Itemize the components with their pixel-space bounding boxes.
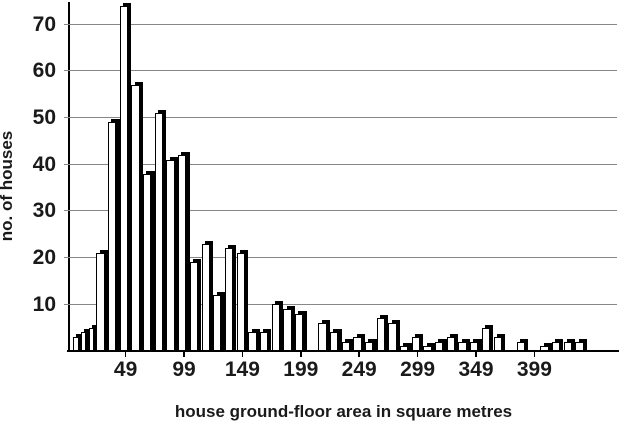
histogram-bar xyxy=(458,341,467,351)
x-tick-label: 349 xyxy=(458,358,494,381)
gridline xyxy=(63,210,617,212)
histogram-bar xyxy=(493,336,502,351)
bar-shadow xyxy=(76,333,82,351)
histogram-bar xyxy=(271,304,280,351)
histogram-bar xyxy=(481,327,491,351)
histogram-bar xyxy=(80,332,87,351)
x-tick-label: 199 xyxy=(283,358,319,381)
gridline xyxy=(63,303,617,305)
x-tick-mark xyxy=(475,352,477,357)
gridline xyxy=(63,117,617,119)
bar-shadow xyxy=(91,324,98,351)
histogram-bar xyxy=(88,327,95,351)
gridline xyxy=(63,163,617,165)
histogram-bar xyxy=(516,341,526,351)
histogram-bar xyxy=(388,322,397,351)
histogram-bar xyxy=(540,346,549,351)
gridline xyxy=(63,23,617,25)
histogram-bar xyxy=(154,112,164,351)
histogram-bar xyxy=(259,332,269,351)
x-tick-label: 299 xyxy=(400,358,436,381)
histogram-bar xyxy=(400,346,409,351)
y-tick-label: 20 xyxy=(32,246,56,270)
x-tick-label: 49 xyxy=(113,358,138,381)
histogram-bar xyxy=(330,332,339,351)
x-axis-line xyxy=(67,350,619,352)
histogram-bar xyxy=(236,252,245,351)
x-tick-mark xyxy=(300,352,302,357)
histogram-bar xyxy=(575,341,584,351)
histogram-bar xyxy=(143,173,152,351)
histogram-bar xyxy=(166,159,175,351)
y-axis-title: no. of houses xyxy=(0,130,16,242)
histogram-bar xyxy=(189,262,199,351)
y-tick-label: 70 xyxy=(32,12,56,36)
histogram-bar xyxy=(248,332,257,351)
histogram-bar xyxy=(119,5,129,351)
y-tick-label: 10 xyxy=(32,292,56,316)
histogram-bar xyxy=(435,341,444,351)
histogram-bar xyxy=(376,318,385,351)
x-tick-mark xyxy=(241,352,244,357)
y-tick-label: 40 xyxy=(32,152,56,176)
histogram-bar xyxy=(365,341,374,351)
x-tick-label: 399 xyxy=(516,358,552,381)
histogram-bar xyxy=(224,248,234,351)
histogram-bar xyxy=(341,341,350,351)
gridline xyxy=(63,70,617,72)
x-tick-mark xyxy=(533,352,536,357)
histogram-bar xyxy=(318,322,327,351)
histogram-bar xyxy=(446,336,456,351)
gridline xyxy=(63,257,617,259)
y-tick-label: 50 xyxy=(32,106,56,130)
y-tick-label: 30 xyxy=(32,199,56,223)
x-tick-label: 99 xyxy=(172,358,196,381)
histogram-bar xyxy=(73,336,79,351)
x-tick-label: 249 xyxy=(341,358,377,381)
histogram-bar xyxy=(411,336,421,351)
histogram-bar xyxy=(423,346,432,351)
histogram-bar xyxy=(213,294,222,351)
histogram-bar xyxy=(178,154,187,351)
histogram-bar xyxy=(470,341,479,351)
histogram-bar xyxy=(353,336,362,351)
x-tick-mark xyxy=(416,352,419,357)
y-axis-line xyxy=(68,2,70,352)
bar-shadow xyxy=(84,329,90,351)
x-tick-label: 149 xyxy=(224,358,260,381)
histogram-bar xyxy=(294,313,304,351)
histogram-bar xyxy=(96,252,105,351)
histogram-bar xyxy=(131,84,140,351)
x-tick-mark xyxy=(358,352,360,357)
x-axis-title: house ground-floor area in square metres xyxy=(174,402,513,421)
histogram-bar xyxy=(283,308,292,351)
histogram-bar xyxy=(563,341,572,351)
y-tick-label: 60 xyxy=(32,59,56,83)
histogram-bar xyxy=(201,243,210,351)
x-tick-mark xyxy=(183,352,185,357)
histogram-bar xyxy=(551,341,561,351)
x-tick-mark xyxy=(124,352,127,357)
histogram-bar xyxy=(108,122,117,351)
